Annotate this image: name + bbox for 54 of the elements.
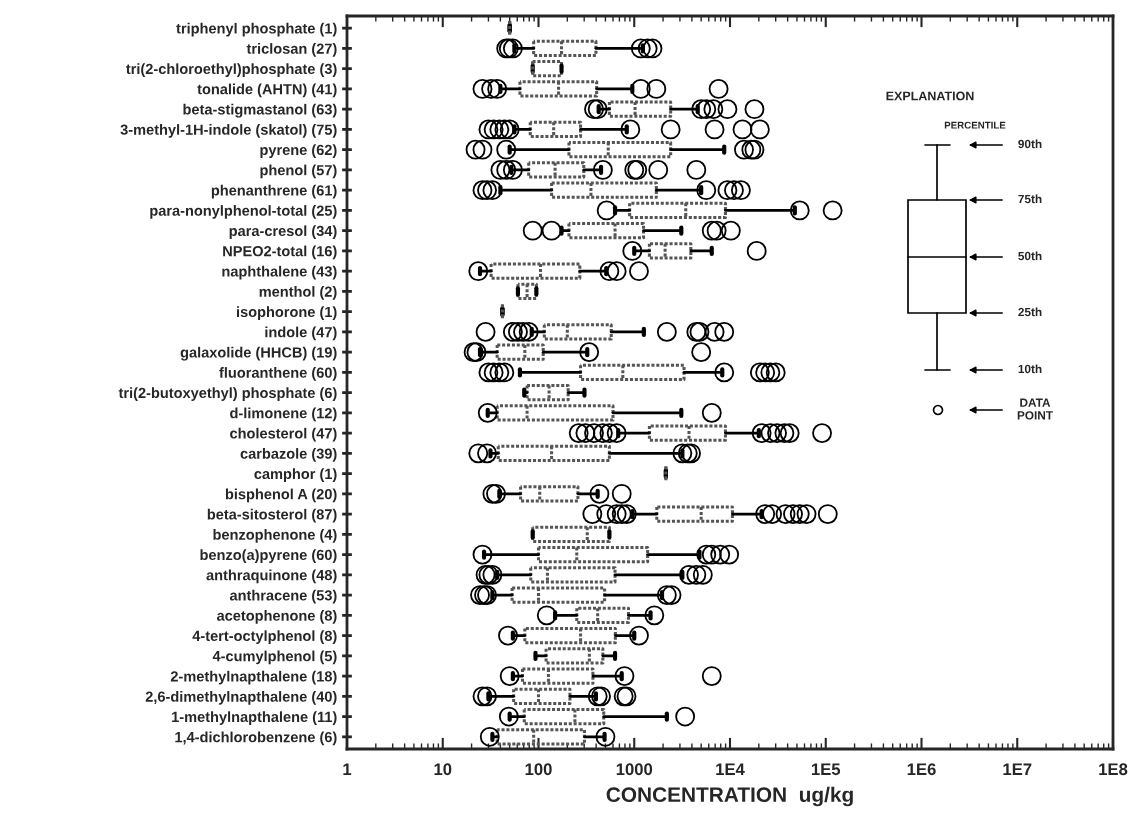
annotation: DATA POINT [1017, 398, 1053, 420]
y-tick-label: para-cresol (34) [229, 225, 337, 239]
annotation: 50th [1018, 251, 1042, 261]
y-tick-label: 4-cumylphenol (5) [212, 650, 337, 665]
y-tick-label: 2-methylnapthalene (18) [170, 670, 337, 685]
y-tick-label: naphthalene (43) [222, 265, 337, 280]
y-tick-label: carbazole (39) [240, 448, 337, 462]
y-tick-label: benzophenone (4) [213, 529, 337, 543]
x-tick-label: 1E4 [716, 763, 745, 775]
y-tick-label: camphor (1) [254, 468, 337, 482]
annotation: PERCENTILE [944, 121, 1006, 129]
x-tick-label: 1E7 [1003, 763, 1032, 775]
y-tick-label: phenol (57) [260, 164, 337, 179]
y-tick-label: beta-sitosterol (87) [207, 508, 337, 523]
y-tick-label: anthraquinone (48) [206, 569, 337, 584]
x-tick-label: 1E6 [907, 763, 936, 776]
y-tick-label: phenanthrene (61) [211, 184, 337, 199]
annotation: 25th [1018, 307, 1042, 317]
y-tick-label: triclosan (27) [246, 43, 337, 57]
x-tick-label: 1000 [616, 763, 653, 776]
y-tick-label: 1,4-dichlorobenzene (6) [175, 731, 337, 746]
y-tick-label: pyrene (62) [260, 144, 337, 158]
y-tick-label: 4-tert-octylphenol (8) [192, 630, 337, 644]
annotation: 90th [1018, 139, 1042, 149]
x-tick-label: 1E8 [1099, 763, 1128, 776]
y-tick-label: NPEO2-total (16) [223, 245, 337, 260]
annotation: 10th [1018, 364, 1042, 374]
x-axis-title: CONCENTRATION ug/kg [606, 786, 853, 807]
y-tick-label: tri(2-chloroethyl)phosphate (3) [126, 63, 337, 77]
y-tick-label: bisphenol A (20) [225, 488, 337, 503]
x-tick-label: 10 [434, 763, 452, 776]
x-tick-label: 100 [525, 763, 552, 776]
annotation: 75th [1018, 194, 1042, 204]
y-tick-label: 2,6-dimethylnapthalene (40) [145, 691, 337, 705]
y-tick-label: benzo(a)pyrene (60) [200, 549, 337, 563]
y-tick-label: d-limonene (12) [230, 407, 337, 422]
y-tick-label: 3-methyl-1H-indole (skatol) (75) [120, 124, 337, 138]
y-tick-label: isophorone (1) [237, 306, 337, 320]
y-tick-label: galaxolide (HHCB) (19) [180, 346, 337, 361]
y-tick-label: fluoranthene (60) [219, 367, 337, 381]
y-tick-label: cholesterol (47) [230, 427, 337, 442]
y-tick-label: beta-stigmastanol (63) [183, 103, 337, 118]
y-tick-label: triphenyl phosphate (1) [176, 22, 337, 37]
y-tick-label: acetophenone (8) [216, 610, 337, 624]
x-tick-label: 1 [343, 763, 352, 775]
y-tick-label: menthol (2) [259, 286, 337, 300]
y-tick-label: para-nonylphenol-total (25) [150, 205, 337, 219]
x-tick-label: 1E5 [811, 763, 841, 776]
y-tick-label: 1-methylnapthalene (11) [172, 711, 337, 725]
y-tick-label: anthracene (53) [229, 589, 337, 604]
y-tick-label: tonalide (AHTN) (41) [197, 83, 337, 98]
y-tick-label: indole (47) [265, 326, 337, 341]
annotation: EXPLANATION [886, 91, 974, 101]
y-tick-label: tri(2-butoxyethyl) phosphate (6) [118, 387, 337, 401]
